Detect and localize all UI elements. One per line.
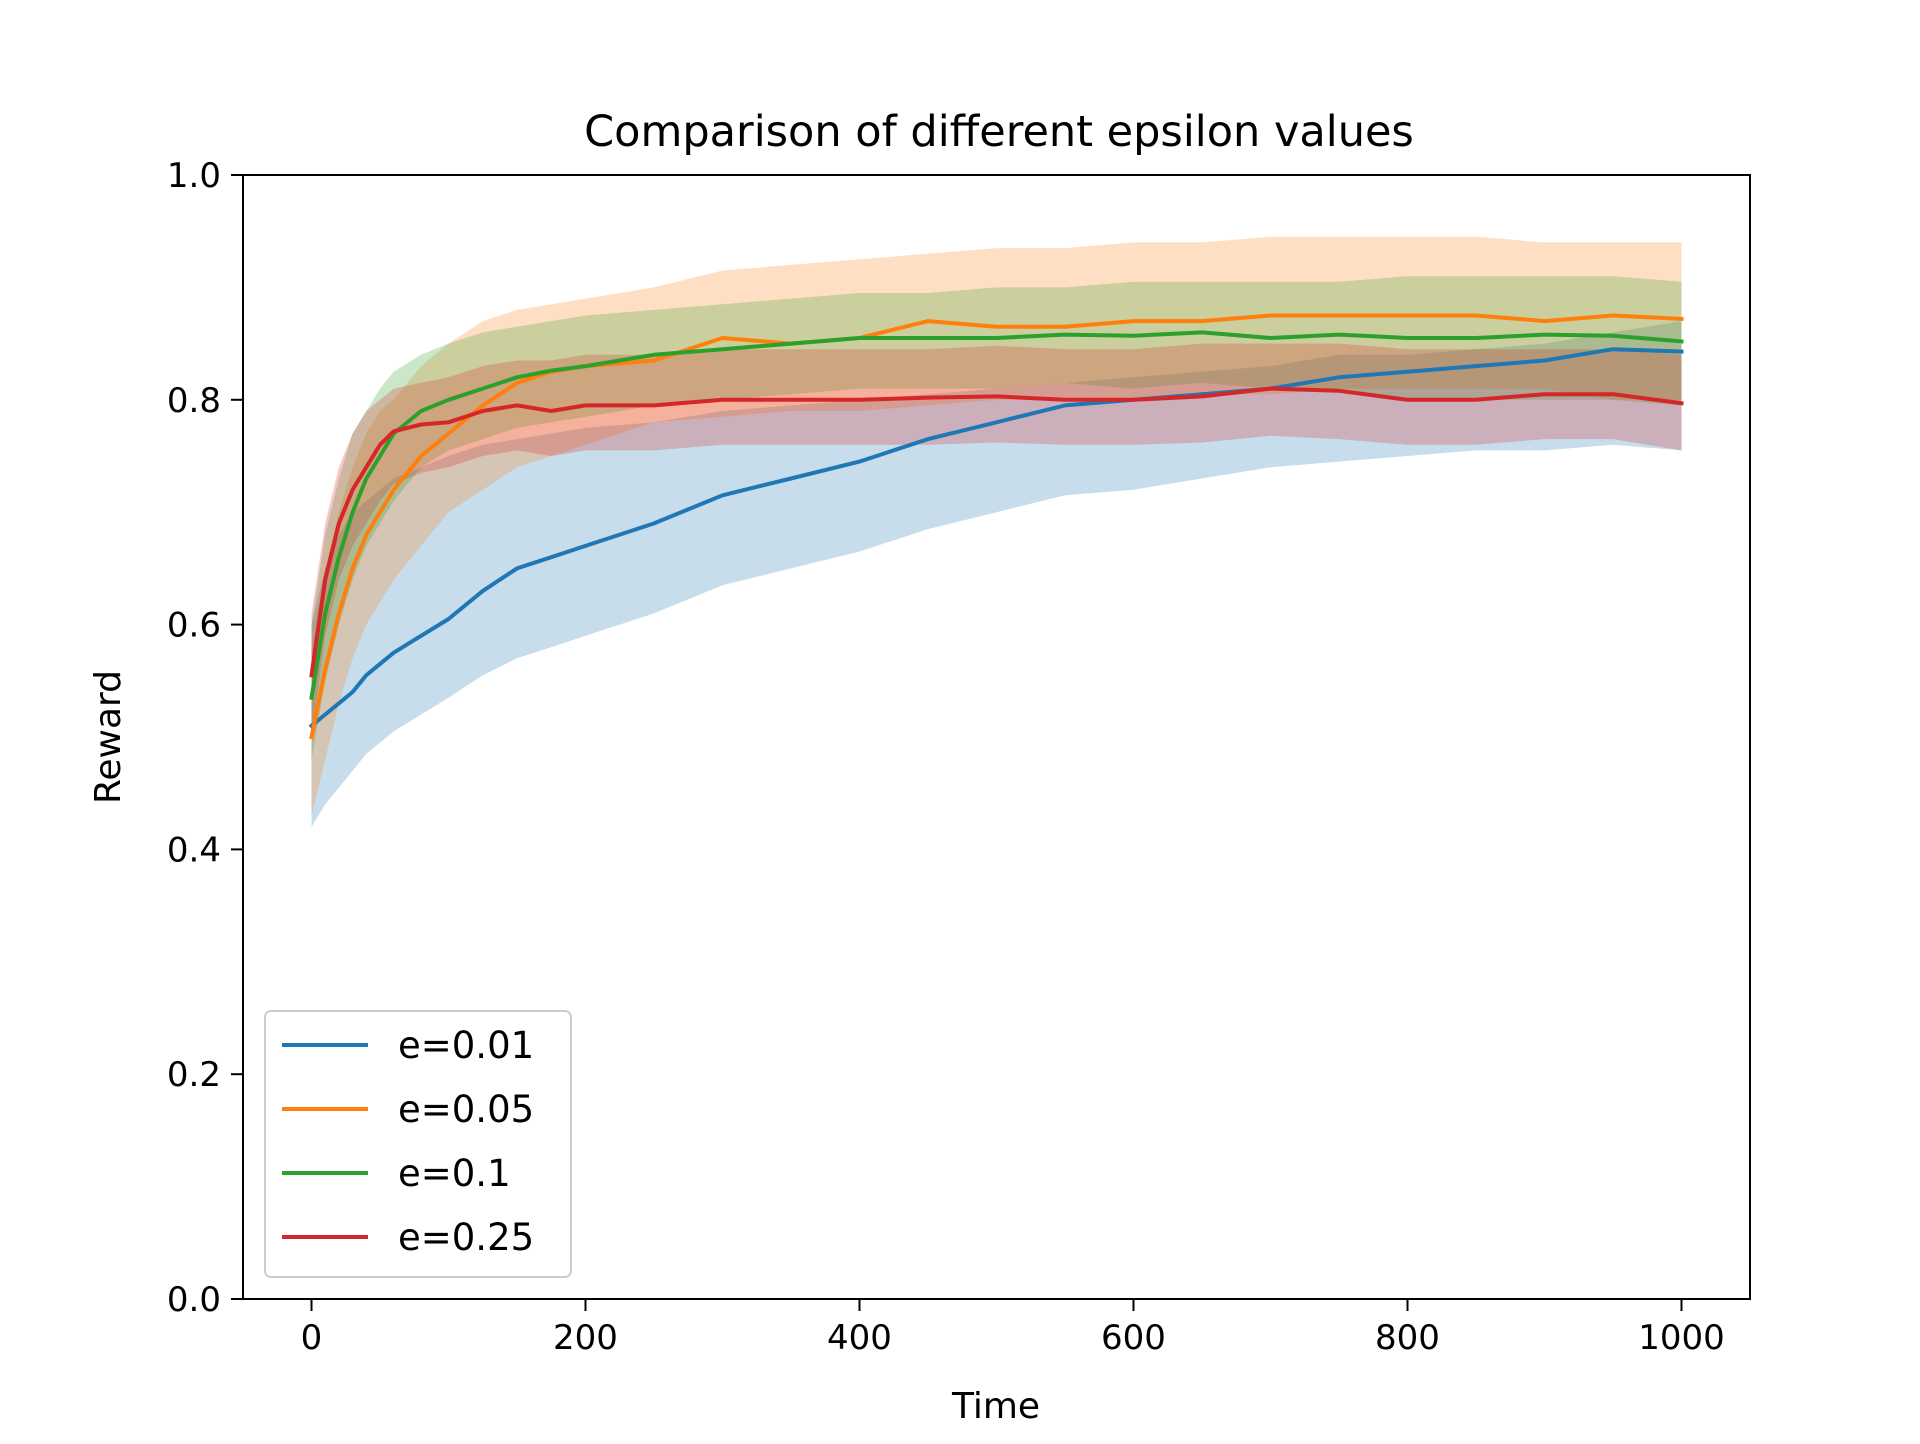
series-lines [308, 313, 1684, 740]
confidence-band-1 [311, 236, 1682, 816]
y-tick-label: 0.6 [167, 606, 221, 646]
series-line-1 [309, 313, 1684, 740]
x-tick-label: 1000 [1638, 1318, 1725, 1358]
legend-box [264, 1010, 572, 1278]
confidence-band-0 [311, 321, 1682, 827]
legend-label-1: e=0.05 [398, 1088, 534, 1131]
series-line-3 [309, 386, 1684, 678]
confidence-bands [311, 236, 1682, 827]
y-axis: 0.0 0.2 0.4 0.6 0.8 1.0 [167, 156, 243, 1320]
x-axis: 0 200 400 600 800 1000 [301, 1299, 1725, 1358]
x-tick-label: 600 [1101, 1318, 1166, 1358]
series-line-0 [308, 347, 1684, 729]
legend: e=0.01 e=0.05 e=0.1 e=0.25 [264, 1010, 572, 1278]
y-axis-title: Reward [88, 670, 129, 804]
y-tick-label: 0.2 [167, 1055, 221, 1095]
x-tick-label: 200 [553, 1318, 618, 1358]
confidence-band-3 [311, 343, 1682, 737]
legend-label-3: e=0.25 [398, 1216, 534, 1259]
legend-label-2: e=0.1 [398, 1152, 511, 1195]
x-tick-label: 400 [827, 1318, 892, 1358]
legend-label-0: e=0.01 [398, 1024, 534, 1067]
series-line-2 [309, 330, 1684, 700]
confidence-band-2 [311, 276, 1682, 760]
x-tick-label: 800 [1375, 1318, 1440, 1358]
plot-frame [242, 174, 1751, 1300]
x-tick-label: 0 [301, 1318, 323, 1358]
y-tick-label: 1.0 [167, 156, 221, 196]
y-tick-label: 0.8 [167, 381, 221, 421]
y-tick-label: 0.4 [167, 830, 221, 870]
x-axis-title: Time [951, 1386, 1040, 1427]
chart-title: Comparison of different epsilon values [584, 107, 1414, 157]
y-tick-label: 0.0 [167, 1280, 221, 1320]
